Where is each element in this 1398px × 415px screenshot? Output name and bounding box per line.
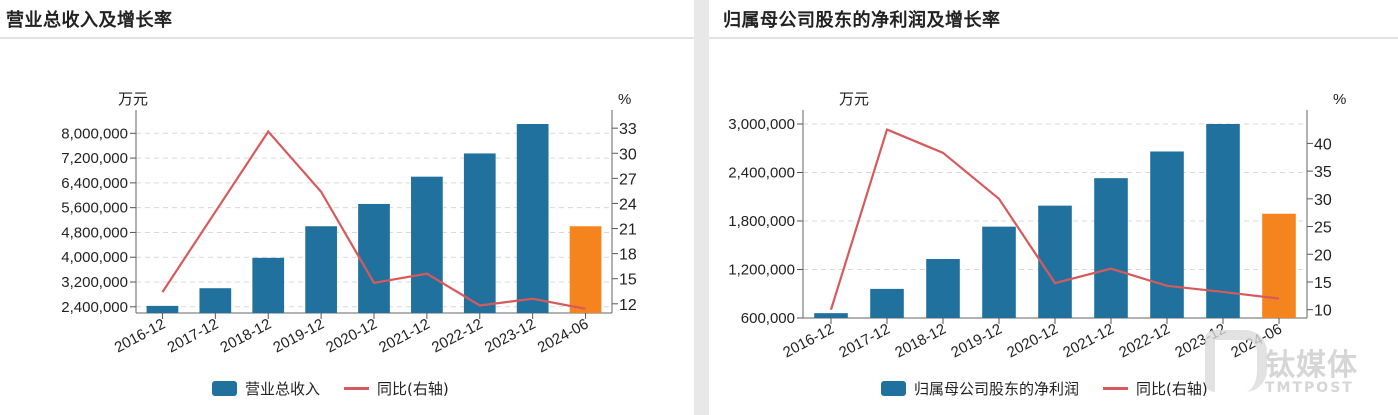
x-axis-label: 2021-12 xyxy=(1060,321,1117,362)
right-axis-tick: 30 xyxy=(619,146,637,163)
x-axis-label: 2022-12 xyxy=(429,316,486,357)
line-legend-swatch xyxy=(1103,387,1129,390)
x-axis-label: 2019-12 xyxy=(270,316,327,357)
right-axis-tick: 10 xyxy=(1314,303,1332,320)
revenue-chart: 万元 % 2,400,000 3,200,000 4,000,000 4,800,000 5… xyxy=(61,91,637,357)
x-axis-label: 2021-12 xyxy=(376,316,433,357)
x-axis-label: 2024-06 xyxy=(535,316,592,357)
right-axis-tick: 33 xyxy=(619,121,637,138)
right-axis-tick: 27 xyxy=(619,171,637,188)
title-divider xyxy=(0,37,694,39)
bar xyxy=(516,124,549,313)
bar xyxy=(926,258,960,318)
bar xyxy=(870,288,904,318)
right-axis-tick: 15 xyxy=(619,272,637,289)
left-axis-tick: 3,200,000 xyxy=(61,274,128,291)
bar xyxy=(1038,205,1072,318)
x-axis-label: 2017-12 xyxy=(165,316,222,357)
right-axis-unit: % xyxy=(618,91,631,108)
bar xyxy=(1150,151,1184,318)
bar xyxy=(1206,124,1240,318)
left-axis-tick: 6,400,000 xyxy=(61,175,128,192)
bar xyxy=(982,226,1016,318)
x-axis-label: 2020-12 xyxy=(1004,321,1061,362)
bar xyxy=(1094,178,1128,318)
bar xyxy=(305,226,337,313)
growth-line xyxy=(161,129,586,310)
x-axis-label: 2023-12 xyxy=(482,316,539,357)
x-axis-label: 2019-12 xyxy=(948,321,1005,362)
panel-title: 归属母公司股东的净利润及增长率 xyxy=(723,10,1001,31)
right-axis-tick: 21 xyxy=(619,222,637,239)
net-profit-panel: 归属母公司股东的净利润及增长率 万元% 600,000 1,200,000 1,800… xyxy=(709,0,1398,415)
bar xyxy=(463,153,496,313)
right-axis-tick: 35 xyxy=(1314,164,1332,181)
chart-legend: 营业总收入 同比(右轴) xyxy=(212,378,449,399)
bar xyxy=(569,226,602,313)
bar xyxy=(199,288,232,313)
right-axis-tick: 30 xyxy=(1314,192,1332,209)
bar-legend-swatch xyxy=(881,381,906,396)
line-legend-label: 同比(右轴) xyxy=(377,380,449,398)
x-axis-label: 2022-12 xyxy=(1116,321,1173,362)
right-axis-tick: 24 xyxy=(619,196,637,213)
left-axis-tick: 4,000,000 xyxy=(61,249,128,266)
bar xyxy=(146,305,179,313)
x-axis-label: 2020-12 xyxy=(323,316,380,357)
bar-legend-swatch xyxy=(212,381,237,396)
right-axis-unit: % xyxy=(1333,91,1346,108)
bar xyxy=(411,176,443,313)
right-axis-tick: 15 xyxy=(1314,275,1332,292)
net-profit-chart: 万元 % 600,000 1,200,000 1,800,000 2,400,000 3,0… xyxy=(728,91,1346,362)
left-axis-tick: 4,800,000 xyxy=(61,224,128,241)
bar xyxy=(358,203,390,313)
right-axis-tick: 25 xyxy=(1314,220,1332,237)
revenue-panel: 营业总收入及增长率 万元% 2,400,000 3,200,000 4,000,000… xyxy=(0,0,694,415)
chart-legend: 归属母公司股东的净利润 同比(右轴) xyxy=(881,378,1208,399)
panel-title: 营业总收入及增长率 xyxy=(6,10,173,31)
bar-legend-label: 归属母公司股东的净利润 xyxy=(914,380,1080,398)
left-axis-unit: 万元 xyxy=(839,91,869,108)
left-axis-tick: 2,400,000 xyxy=(728,165,795,182)
right-axis-tick: 40 xyxy=(1314,136,1332,153)
x-axis-label: 2018-12 xyxy=(892,321,949,362)
left-axis-unit: 万元 xyxy=(118,91,148,108)
line-legend-swatch xyxy=(344,387,370,390)
bar xyxy=(252,257,285,313)
tmtpost-watermark: 钛媒体 TMTPOST xyxy=(1205,330,1358,396)
growth-line xyxy=(829,128,1280,311)
left-axis-tick: 7,200,000 xyxy=(61,150,128,167)
tmtpost-logo-icon xyxy=(1205,330,1267,392)
left-axis-tick: 1,800,000 xyxy=(728,213,795,230)
title-divider xyxy=(709,37,1398,39)
left-axis-tick: 8,000,000 xyxy=(61,125,128,142)
bar xyxy=(814,313,848,318)
line-legend-label: 同比(右轴) xyxy=(1136,380,1208,398)
right-axis-tick: 20 xyxy=(1314,247,1332,264)
left-axis-tick: 600,000 xyxy=(741,310,795,327)
x-axis-label: 2016-12 xyxy=(112,316,169,357)
right-axis-tick: 18 xyxy=(619,247,637,264)
left-axis-tick: 5,600,000 xyxy=(61,200,128,217)
x-axis-label: 2017-12 xyxy=(836,321,893,362)
bar-legend-label: 营业总收入 xyxy=(245,380,321,398)
left-axis-tick: 3,000,000 xyxy=(728,116,795,133)
x-axis-label: 2018-12 xyxy=(218,316,275,357)
right-axis-tick: 12 xyxy=(619,297,637,314)
bar xyxy=(1262,213,1296,318)
left-axis-tick: 2,400,000 xyxy=(61,299,128,316)
left-axis-tick: 1,200,000 xyxy=(728,262,795,279)
